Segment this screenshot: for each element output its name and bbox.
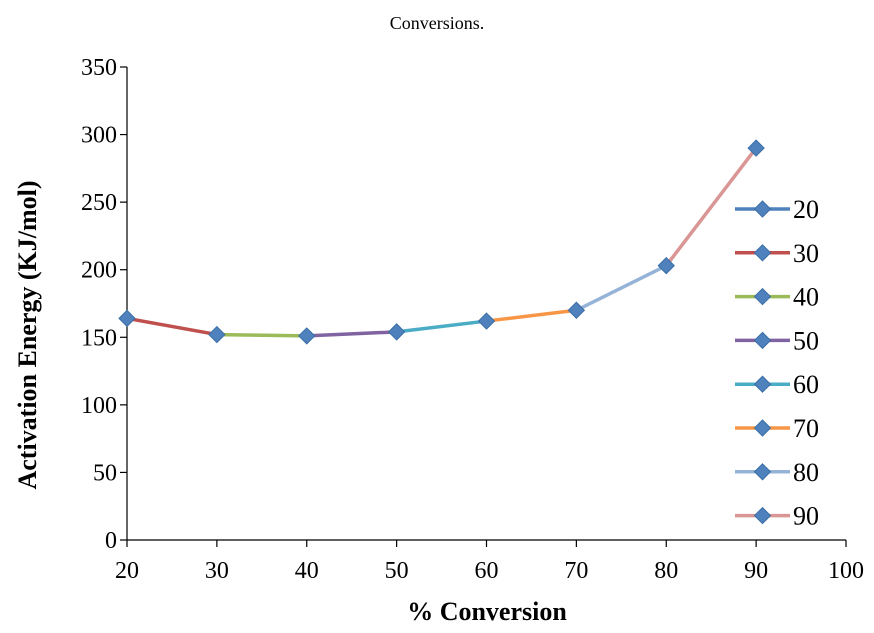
legend-label-50: 50: [793, 326, 819, 355]
legend-marker-80: [753, 463, 772, 481]
data-point-marker: [657, 256, 675, 275]
series-line-70: [486, 308, 577, 323]
y-tick-label: 200: [81, 258, 117, 284]
series-line-40: [216, 332, 307, 338]
data-point-marker: [567, 301, 586, 319]
y-tick-label: 350: [81, 55, 117, 81]
y-axis-label: Activation Energy (KJ/mol): [13, 180, 42, 489]
data-point-marker: [387, 323, 406, 341]
data-point-marker: [298, 327, 316, 345]
legend-label-30: 30: [793, 239, 819, 268]
legend-marker-90: [753, 506, 772, 525]
data-point-marker: [208, 325, 226, 344]
series-line-80: [575, 264, 668, 312]
legend-label-90: 90: [793, 502, 819, 531]
x-tick-label: 80: [654, 558, 678, 584]
x-axis-label: % Conversion: [407, 597, 567, 626]
y-tick-label: 50: [93, 460, 117, 486]
legend-marker-40: [753, 287, 772, 306]
legend-label-40: 40: [793, 283, 819, 312]
series-lines: [126, 147, 758, 338]
legend-label-80: 80: [793, 458, 819, 487]
legend-label-20: 20: [793, 195, 819, 224]
x-tick-label: 20: [115, 558, 139, 584]
y-tick-label: 250: [81, 190, 117, 216]
data-point-marker: [118, 309, 136, 328]
x-tick-label: 90: [744, 558, 768, 584]
legend-marker-20: [753, 200, 772, 218]
x-tick-label: 60: [475, 558, 499, 584]
series-line-30: [126, 316, 218, 337]
data-point-marker: [477, 312, 496, 330]
x-tick-label: 50: [385, 558, 409, 584]
data-point-marker: [747, 139, 765, 157]
legend-marker-60: [753, 375, 772, 393]
y-tick-label: 0: [105, 528, 117, 554]
chart-title: Conversions.: [390, 13, 485, 33]
axes: 0 50 100 150 200 250 300 350 20 30 40 50 60 70 80 90 100: [81, 55, 864, 584]
x-tick-label: 30: [205, 558, 229, 584]
y-tick-label: 100: [81, 393, 117, 419]
series-line-50: [306, 330, 397, 338]
x-tick-label: 100: [828, 558, 864, 584]
series-line-90: [664, 147, 758, 267]
legend-marker-70: [753, 419, 772, 437]
legend-marker-30: [753, 244, 772, 262]
y-tick-label: 150: [81, 325, 117, 351]
x-tick-label: 40: [295, 558, 319, 584]
series-line-60: [396, 319, 487, 334]
y-tick-label: 300: [81, 123, 117, 149]
legend-label-60: 60: [793, 370, 819, 399]
legend-marker-50: [753, 331, 772, 350]
legend: 20 30 40 50 60 70 80 90: [735, 195, 819, 531]
x-tick-label: 70: [564, 558, 588, 584]
legend-label-70: 70: [793, 414, 819, 443]
data-points: [118, 139, 765, 345]
